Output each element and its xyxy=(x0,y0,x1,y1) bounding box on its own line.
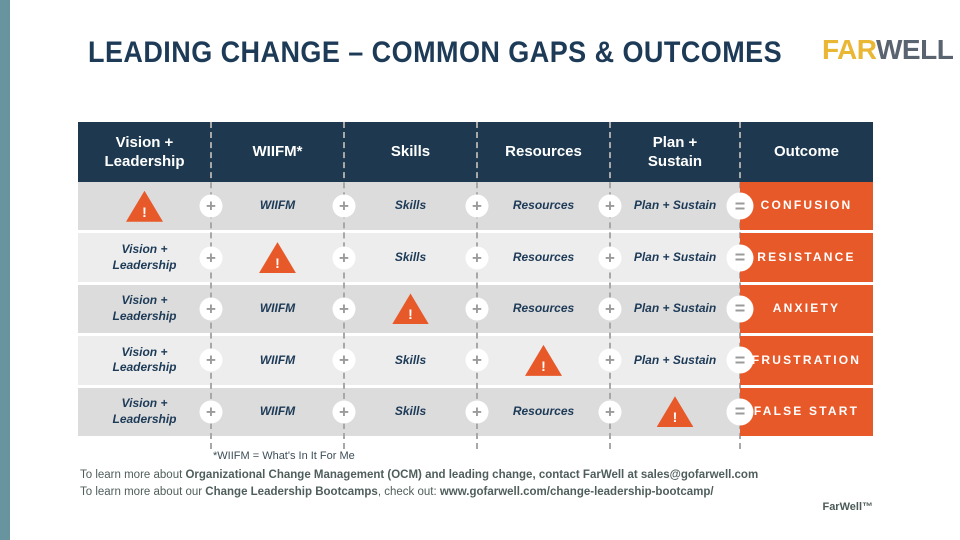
plus-icon: + xyxy=(465,246,489,270)
cell-wiifm: WIIFM xyxy=(211,182,344,231)
contact-text: , check out: xyxy=(377,486,440,498)
gaps-outcomes-table: Vision + Leadership WIIFM* Skills Resour… xyxy=(78,122,873,449)
plus-icon: + xyxy=(598,348,622,372)
plus-icon: + xyxy=(598,246,622,270)
plus-icon: + xyxy=(199,194,223,218)
cell-resources: Resources xyxy=(477,387,610,436)
plus-icon: + xyxy=(598,297,622,321)
gap-cell: ! xyxy=(610,387,740,436)
gap-cell: ! xyxy=(344,284,477,334)
cell-vision-leadership: Vision + Leadership xyxy=(78,387,211,436)
header-plan-sustain: Plan + Sustain xyxy=(647,133,703,171)
cell-resources: Resources xyxy=(477,284,610,334)
warning-triangle-icon: ! xyxy=(525,344,562,376)
header-resources: Resources xyxy=(505,143,582,161)
table-row-frustration: Vision + Leadership WIIFM Skills ! Plan … xyxy=(78,336,873,385)
equals-icon: = xyxy=(726,295,754,323)
warning-glyph: ! xyxy=(275,255,280,272)
equals-icon: = xyxy=(726,346,754,374)
outcome-badge: ANXIETY xyxy=(740,284,873,334)
header-outcome: Outcome xyxy=(773,143,839,161)
cell-plan-sustain: Plan + Sustain xyxy=(610,182,740,231)
outcome-badge: RESISTANCE xyxy=(740,233,873,282)
brand-trademark: FarWell™ xyxy=(822,501,873,513)
cell-resources: Resources xyxy=(477,182,610,231)
gap-cell: ! xyxy=(78,182,211,231)
plus-icon: + xyxy=(199,246,223,270)
logo-text-far: FAR xyxy=(822,34,877,65)
plus-icon: + xyxy=(465,297,489,321)
gap-cell: ! xyxy=(211,233,344,282)
farwell-logo: FARWELL xyxy=(822,34,954,66)
warning-glyph: ! xyxy=(142,203,147,220)
table-row-anxiety: Vision + Leadership WIIFM ! Resources Pl… xyxy=(78,284,873,334)
contact-line-bootcamp: To learn more about our Change Leadershi… xyxy=(80,486,714,498)
cell-skills: Skills xyxy=(344,387,477,436)
table-row-resistance: Vision + Leadership ! Skills Resources P… xyxy=(78,233,873,282)
plus-icon: + xyxy=(199,297,223,321)
cell-vision-leadership: Vision + Leadership xyxy=(78,233,211,282)
column-divider xyxy=(210,122,212,449)
equals-icon: = xyxy=(726,192,754,220)
cell-resources: Resources xyxy=(477,233,610,282)
warning-glyph: ! xyxy=(408,306,413,323)
cell-vision-leadership: Vision + Leadership xyxy=(78,284,211,334)
cell-plan-sustain: Plan + Sustain xyxy=(610,233,740,282)
gap-cell: ! xyxy=(477,336,610,385)
equals-icon: = xyxy=(726,244,754,272)
contact-text: To learn more about our xyxy=(80,486,206,498)
sidebar-accent-bar xyxy=(0,0,10,540)
header-vision-leadership: Vision + Leadership xyxy=(104,133,185,171)
outcome-badge: CONFUSION xyxy=(740,182,873,231)
header-wiifm: WIIFM* xyxy=(252,143,303,161)
plus-icon: + xyxy=(465,194,489,218)
plus-icon: + xyxy=(332,194,356,218)
wiifm-footnote: *WIIFM = What's In It For Me xyxy=(213,450,355,462)
table-row-false-start: Vision + Leadership WIIFM Skills Resourc… xyxy=(78,387,873,436)
plus-icon: + xyxy=(598,194,622,218)
contact-text: To learn more about xyxy=(80,469,186,481)
header-skills: Skills xyxy=(390,143,431,161)
cell-wiifm: WIIFM xyxy=(211,387,344,436)
warning-triangle-icon: ! xyxy=(656,396,694,428)
warning-glyph: ! xyxy=(672,409,678,426)
column-divider xyxy=(476,122,478,449)
plus-icon: + xyxy=(332,246,356,270)
column-divider xyxy=(343,122,345,449)
contact-line-ocm: To learn more about Organizational Chang… xyxy=(80,469,758,481)
outcome-badge: FRUSTRATION xyxy=(740,336,873,385)
cell-wiifm: WIIFM xyxy=(211,336,344,385)
column-divider xyxy=(609,122,611,449)
plus-icon: + xyxy=(598,400,622,424)
equals-icon: = xyxy=(726,398,754,426)
warning-triangle-icon: ! xyxy=(259,242,296,274)
contact-text-bold: Change Leadership Bootcamps xyxy=(205,486,378,498)
warning-glyph: ! xyxy=(541,357,546,374)
cell-vision-leadership: Vision + Leadership xyxy=(78,336,211,385)
cell-plan-sustain: Plan + Sustain xyxy=(610,284,740,334)
plus-icon: + xyxy=(332,348,356,372)
warning-triangle-icon: ! xyxy=(392,293,429,325)
cell-skills: Skills xyxy=(344,233,477,282)
page-title: LEADING CHANGE – COMMON GAPS & OUTCOMES xyxy=(88,36,783,69)
cell-wiifm: WIIFM xyxy=(211,284,344,334)
plus-icon: + xyxy=(465,348,489,372)
cell-skills: Skills xyxy=(344,336,477,385)
outcome-badge: FALSE START xyxy=(740,387,873,436)
table-row-confusion: ! WIIFM Skills Resources Plan + Sustain … xyxy=(78,182,873,231)
plus-icon: + xyxy=(199,348,223,372)
table-body: ! WIIFM Skills Resources Plan + Sustain … xyxy=(78,182,873,436)
plus-icon: + xyxy=(332,400,356,424)
plus-icon: + xyxy=(465,400,489,424)
cell-skills: Skills xyxy=(344,182,477,231)
contact-text-bold: Organizational Change Management (OCM) a… xyxy=(185,469,759,481)
bootcamp-url: www.gofarwell.com/change-leadership-boot… xyxy=(439,486,714,498)
cell-plan-sustain: Plan + Sustain xyxy=(610,336,740,385)
warning-triangle-icon: ! xyxy=(126,190,163,222)
logo-text-well: WELL xyxy=(876,34,954,65)
plus-icon: + xyxy=(199,400,223,424)
plus-icon: + xyxy=(332,297,356,321)
